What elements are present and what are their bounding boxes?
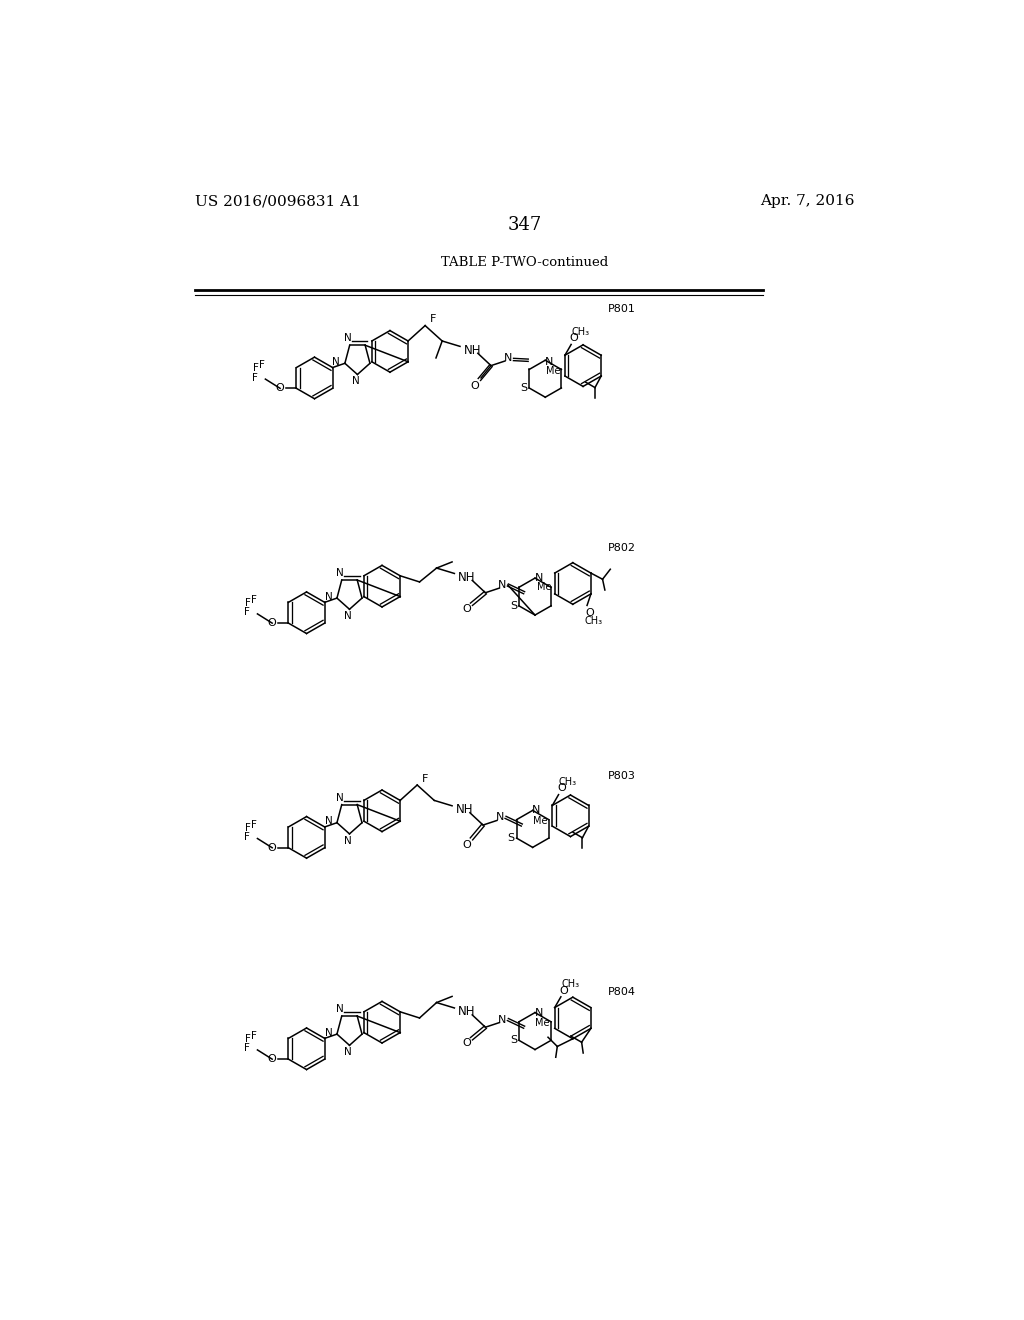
Text: N: N [333, 356, 340, 367]
Text: CH₃: CH₃ [559, 777, 577, 787]
Text: S: S [510, 601, 517, 611]
Text: N: N [325, 591, 333, 602]
Text: N: N [545, 356, 553, 367]
Text: S: S [510, 1035, 517, 1045]
Text: O: O [470, 380, 479, 391]
Text: F: F [253, 363, 259, 374]
Text: NH: NH [456, 803, 473, 816]
Text: O: O [268, 618, 276, 628]
Text: N: N [352, 376, 359, 387]
Text: S: S [520, 383, 527, 393]
Text: P802: P802 [608, 543, 636, 553]
Text: F: F [244, 607, 250, 618]
Text: N: N [499, 579, 507, 590]
Text: N: N [344, 836, 352, 846]
Text: US 2016/0096831 A1: US 2016/0096831 A1 [196, 194, 361, 209]
Text: Me: Me [534, 816, 548, 826]
Text: TABLE P-TWO-continued: TABLE P-TWO-continued [441, 256, 608, 268]
Text: O: O [557, 784, 566, 793]
Text: 347: 347 [508, 216, 542, 235]
Text: N: N [344, 611, 352, 622]
Text: F: F [422, 774, 428, 784]
Text: F: F [245, 598, 251, 609]
Text: N: N [535, 573, 543, 583]
Text: P803: P803 [608, 771, 636, 781]
Text: S: S [508, 833, 515, 843]
Text: O: O [268, 842, 276, 853]
Text: Me: Me [537, 582, 552, 593]
Text: F: F [430, 314, 436, 325]
Text: F: F [245, 822, 251, 833]
Text: NH: NH [464, 343, 481, 356]
Text: N: N [504, 352, 512, 363]
Text: O: O [463, 1039, 471, 1048]
Text: Me: Me [536, 1018, 550, 1028]
Text: Me: Me [546, 366, 560, 376]
Text: CH₃: CH₃ [585, 616, 603, 626]
Text: NH: NH [459, 1006, 476, 1018]
Text: F: F [252, 372, 257, 383]
Text: O: O [463, 603, 471, 614]
Text: N: N [535, 1007, 543, 1018]
Text: N: N [325, 1027, 333, 1038]
Text: N: N [325, 816, 333, 826]
Text: P801: P801 [608, 304, 636, 314]
Text: CH₃: CH₃ [571, 327, 590, 337]
Text: N: N [336, 793, 344, 803]
Text: Apr. 7, 2016: Apr. 7, 2016 [760, 194, 854, 209]
Text: N: N [336, 1005, 344, 1014]
Text: N: N [344, 1047, 352, 1057]
Text: N: N [499, 1015, 507, 1024]
Text: F: F [244, 832, 250, 842]
Text: F: F [252, 1031, 257, 1041]
Text: N: N [532, 805, 541, 816]
Text: F: F [245, 1034, 251, 1044]
Text: F: F [259, 360, 265, 370]
Text: F: F [252, 820, 257, 830]
Text: O: O [275, 383, 285, 393]
Text: NH: NH [459, 570, 476, 583]
Text: N: N [344, 333, 352, 343]
Text: F: F [244, 1043, 250, 1053]
Text: O: O [268, 1055, 276, 1064]
Text: F: F [252, 595, 257, 605]
Text: P804: P804 [608, 987, 636, 997]
Text: O: O [585, 609, 594, 618]
Text: O: O [559, 986, 568, 995]
Text: CH₃: CH₃ [561, 979, 580, 990]
Text: N: N [336, 568, 344, 578]
Text: O: O [570, 333, 579, 343]
Text: O: O [463, 840, 471, 850]
Text: N: N [496, 812, 504, 822]
